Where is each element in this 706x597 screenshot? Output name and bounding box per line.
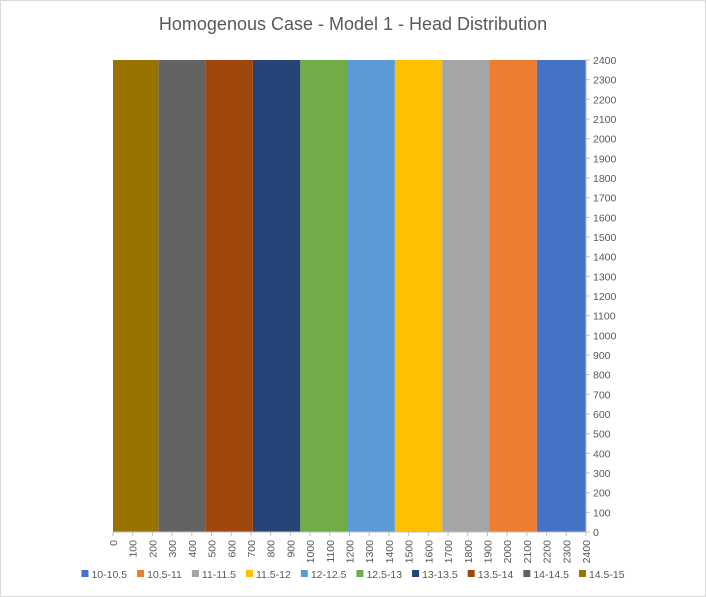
legend-label: 12.5-13: [366, 569, 402, 581]
y-tick-label: 2100: [593, 114, 617, 126]
legend-label: 11-11.5: [202, 569, 236, 581]
y-tick-label: 2400: [593, 55, 617, 67]
x-tick-label: 2400: [581, 540, 593, 564]
y-tick-label: 0: [593, 527, 599, 539]
legend-item: 10.5-11: [137, 569, 182, 581]
y-axis: 0 100 200 300 400 500 600 700 800 900 1000 1100 1200…: [585, 55, 617, 539]
x-tick-label: 2200: [542, 540, 554, 564]
y-tick-label: 1400: [593, 252, 617, 264]
legend-swatch: [81, 570, 89, 577]
band-10.5-11: [489, 60, 537, 532]
x-tick-label: 1700: [443, 540, 455, 564]
legend-swatch: [300, 570, 308, 577]
x-tick-label: 2000: [502, 540, 514, 564]
legend-label: 10.5-11: [147, 569, 182, 581]
y-tick-label: 200: [593, 488, 611, 500]
y-tick-label: 2200: [593, 94, 617, 106]
legend-swatch: [467, 570, 475, 577]
band-13-13.5: [252, 60, 301, 532]
x-tick-label: 600: [226, 540, 238, 558]
y-tick-label: 1500: [593, 232, 617, 244]
x-tick-label: 0: [108, 540, 120, 546]
band-14.5-15: [113, 60, 159, 532]
chart-title: Homogenous Case - Model 1 - Head Distrib…: [159, 14, 547, 34]
y-tick-label: 2300: [593, 75, 617, 87]
band-11-11.5: [442, 60, 490, 532]
y-tick-label: 1800: [593, 173, 617, 185]
legend-label: 12-12.5: [311, 569, 347, 581]
y-tick-label: 1000: [593, 330, 617, 342]
legend-label: 14.5-15: [589, 569, 625, 581]
band-11.5-12: [394, 60, 443, 532]
legend-item: 10-10.5: [81, 569, 127, 581]
y-tick-label: 700: [593, 389, 611, 401]
legend-label: 10-10.5: [91, 569, 127, 581]
y-tick-label: 2000: [593, 134, 617, 146]
x-tick-label: 1600: [423, 540, 435, 564]
y-tick-label: 400: [593, 448, 611, 460]
legend-label: 13.5-14: [478, 569, 514, 581]
x-tick-label: 1400: [384, 540, 396, 564]
legend-label: 14-14.5: [533, 569, 569, 581]
band-14-14.5: [158, 60, 206, 532]
legend-swatch: [245, 570, 253, 577]
legend-item: 14.5-15: [578, 569, 625, 581]
y-tick-label: 1100: [593, 311, 616, 323]
band-12-12.5: [347, 60, 395, 532]
legend-item: 12.5-13: [356, 569, 402, 581]
legend-item: 12-12.5: [300, 569, 347, 581]
band-12.5-13: [300, 60, 348, 532]
x-tick-label: 1500: [404, 540, 416, 564]
y-tick-label: 300: [593, 468, 611, 480]
y-tick-label: 800: [593, 370, 611, 382]
x-tick-label: 900: [285, 540, 297, 558]
legend-label: 11.5-12: [256, 569, 291, 581]
legend-item: 13.5-14: [467, 569, 514, 581]
x-tick-label: 2100: [522, 540, 534, 564]
legend-swatch: [523, 570, 531, 577]
legend-swatch: [137, 570, 145, 577]
legend-item: 11-11.5: [191, 569, 236, 581]
y-tick-label: 1300: [593, 271, 617, 283]
legend-item: 14-14.5: [523, 569, 569, 581]
band-13.5-14: [205, 60, 253, 532]
x-tick-label: 500: [207, 540, 219, 558]
x-tick-label: 1200: [345, 540, 357, 564]
y-tick-label: 1600: [593, 212, 617, 224]
x-axis: 0 100 200 300 400 500 600 700 800 900 1000 1100 1200…: [108, 531, 593, 564]
x-tick-label: 700: [246, 540, 258, 558]
x-tick-label: 1300: [364, 540, 376, 564]
y-tick-label: 600: [593, 409, 611, 421]
x-tick-label: 200: [147, 540, 159, 558]
x-tick-label: 1800: [463, 540, 475, 564]
legend-swatch: [412, 570, 420, 577]
y-tick-label: 1200: [593, 291, 617, 303]
legend-item: 13-13.5: [412, 569, 458, 581]
band-10-10.5: [536, 60, 586, 532]
y-tick-label: 1900: [593, 153, 617, 165]
y-tick-label: 1700: [593, 193, 617, 205]
color-bands: [113, 60, 586, 532]
legend-label: 13-13.5: [422, 569, 458, 581]
x-tick-label: 100: [128, 540, 140, 558]
y-tick-label: 100: [593, 507, 611, 519]
y-tick-label: 500: [593, 429, 611, 441]
x-tick-label: 300: [167, 540, 179, 558]
legend: 10-10.5 10.5-11 11-11.5 11.5-12 12-12.5 12.5-…: [81, 569, 625, 581]
x-tick-label: 1100: [325, 540, 337, 563]
x-tick-label: 1000: [305, 540, 317, 564]
legend-swatch: [356, 570, 364, 577]
x-tick-label: 800: [266, 540, 278, 558]
x-tick-label: 2300: [561, 540, 573, 564]
legend-swatch: [578, 570, 586, 577]
x-tick-label: 1900: [482, 540, 494, 564]
x-tick-label: 400: [187, 540, 199, 558]
y-tick-label: 900: [593, 350, 611, 362]
legend-item: 11.5-12: [245, 569, 291, 581]
legend-swatch: [191, 570, 199, 577]
